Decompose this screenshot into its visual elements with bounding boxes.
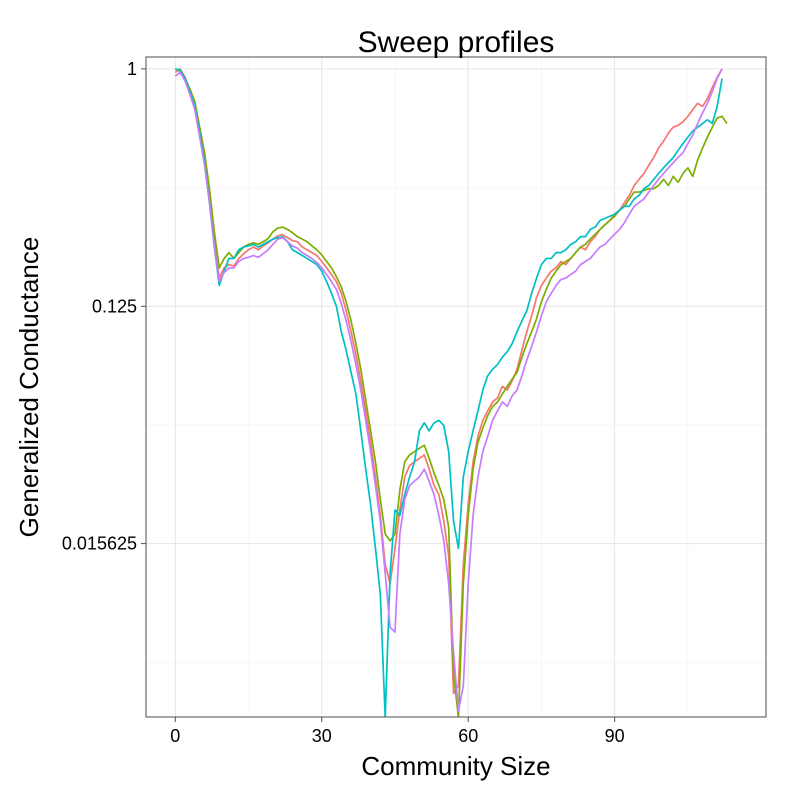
x-tick-label: 90	[605, 726, 625, 746]
chart-title: Sweep profiles	[358, 26, 555, 59]
y-tick-label: 0.015625	[62, 534, 137, 554]
y-tick-label: 0.125	[92, 296, 137, 316]
series-line-teal	[175, 68, 723, 717]
y-axis-title: Generalized Conductance	[14, 237, 44, 538]
x-tick-label: 60	[458, 726, 478, 746]
x-tick-label: 0	[170, 726, 180, 746]
axis-ticks: 0 30 60 90 1 0.125 0.015625	[62, 59, 625, 746]
x-tick-label: 30	[312, 726, 332, 746]
series-line-red	[174, 68, 723, 695]
y-tick-label: 1	[127, 59, 137, 79]
series-line-olive	[174, 68, 728, 717]
plot-border	[145, 56, 767, 718]
plot-background	[146, 57, 766, 717]
series-line-purple	[174, 68, 723, 712]
grid-lines	[146, 57, 766, 717]
x-axis-title: Community Size	[361, 751, 550, 781]
data-series	[174, 68, 728, 717]
